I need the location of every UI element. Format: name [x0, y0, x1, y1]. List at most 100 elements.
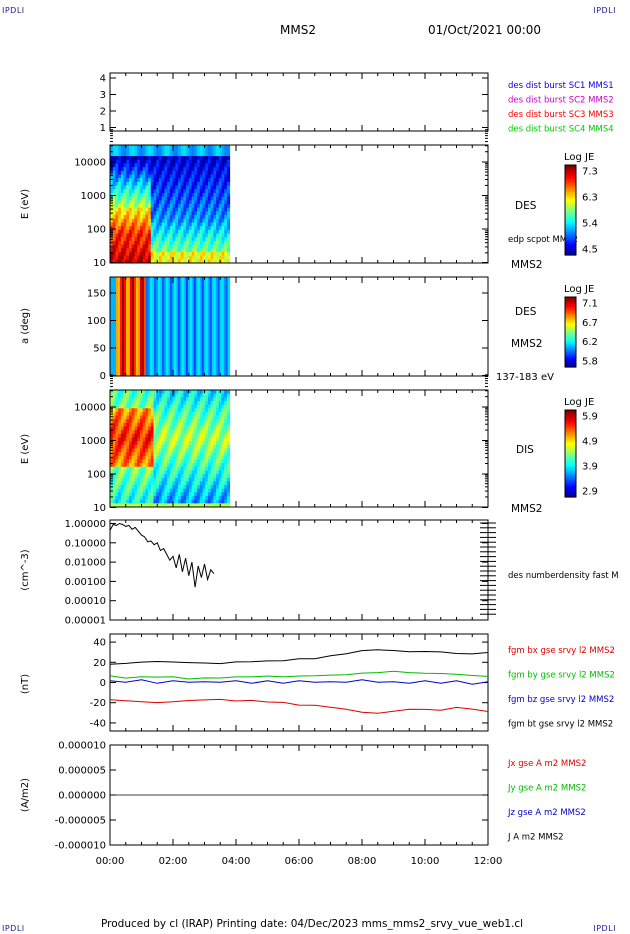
des-energy-pixel — [153, 185, 157, 190]
des-energy-pixel — [207, 240, 212, 245]
des-energy-pixel — [145, 185, 149, 190]
des-energy-pixel — [210, 229, 214, 234]
des-energy-pixel — [221, 215, 225, 220]
xaxis-tick-label: 02:00 — [159, 856, 188, 867]
dis-energy-pixel — [205, 441, 209, 446]
des-energy-pixel — [115, 167, 119, 172]
des-energy-pixel — [150, 248, 154, 253]
des-pitch-pixel — [195, 277, 199, 377]
dis-energy-pixel — [164, 496, 168, 501]
dis-energy-pixel — [164, 437, 168, 442]
des-energy-pixel — [112, 200, 116, 205]
dis-energy-pixel — [112, 400, 116, 406]
des-energy-pixel — [191, 192, 195, 198]
des-energy-pixel — [158, 192, 163, 198]
des-energy-colorbar-cell — [565, 214, 576, 218]
des-energy-pixel — [112, 178, 116, 183]
dis-energy-pixel — [183, 499, 187, 504]
des-energy-colorbar-cell — [565, 176, 576, 180]
des-energy-pixel — [194, 229, 198, 234]
des-energy-pixel — [137, 233, 141, 238]
dis-energy-pixel — [137, 455, 141, 460]
dis-energy-pixel — [164, 463, 168, 468]
des-energy-pixel — [110, 200, 114, 205]
des-energy-pixel — [194, 192, 198, 198]
des-energy-pixel — [167, 192, 171, 198]
dis-energy-pixel — [142, 437, 146, 442]
dis-energy-pixel — [169, 488, 173, 493]
dis-energy-pixel — [115, 459, 119, 464]
des-energy-pixel — [186, 159, 190, 164]
dis-energy-pixel — [158, 390, 163, 395]
des-energy-pixel — [183, 145, 187, 150]
dis-energy-pixel — [112, 419, 116, 424]
des-pitch-pixel — [153, 277, 157, 377]
des-energy-pixel — [207, 170, 212, 175]
dis-energy-pixel — [139, 430, 144, 435]
des-energy-pixel — [134, 218, 138, 223]
dis-energy-pixel — [205, 411, 209, 416]
des-energy-pixel — [186, 240, 190, 245]
dis-energy-colorbar-title: Log JE — [564, 397, 594, 408]
des-energy-pixel — [137, 251, 141, 257]
des-energy-pixel — [142, 215, 146, 220]
dis-energy-pixel — [218, 466, 222, 471]
dis-energy-pixel — [194, 433, 198, 438]
des-energy-pixel — [131, 145, 135, 150]
des-energy-pixel — [150, 211, 154, 216]
des-energy-pixel — [148, 159, 152, 164]
dis-energy-pixel — [191, 400, 195, 406]
des-energy-pixel — [161, 259, 165, 264]
dis-energy-pixel — [123, 481, 127, 486]
dis-energy-pixel — [226, 390, 231, 395]
des-energy-pixel — [161, 170, 165, 175]
des-energy-pixel — [194, 196, 198, 201]
dis-energy-pixel — [210, 496, 214, 501]
des-energy-pixel — [142, 152, 146, 157]
dis-energy-pixel — [199, 411, 203, 416]
des-energy-pixel — [153, 163, 157, 168]
density-ylabel: (cm^-3) — [20, 549, 31, 590]
dis-energy-pixel — [153, 503, 157, 508]
dis-energy-pixel — [120, 437, 125, 442]
dis-energy-pixel — [112, 437, 116, 442]
des-energy-pixel — [134, 148, 138, 153]
density-ytick-label: 1.00000 — [65, 519, 106, 530]
des-energy-pixel — [134, 251, 138, 257]
dis-energy-pixel — [218, 455, 222, 460]
dis-energy-pixel — [118, 474, 122, 479]
dis-energy-pixel — [202, 481, 206, 486]
dis-energy-pixel — [142, 466, 146, 471]
des-energy-pixel — [139, 170, 144, 175]
dis-energy-pixel — [224, 393, 228, 398]
des-energy-pixel — [224, 192, 228, 198]
dis-energy-pixel — [118, 408, 122, 413]
des-energy-pixel — [145, 204, 149, 209]
dis-energy-pixel — [120, 474, 125, 479]
des-energy-pixel — [169, 181, 173, 186]
dis-energy-pixel — [213, 415, 217, 420]
des-energy-pixel — [188, 255, 193, 260]
dis-energy-pixel — [183, 448, 187, 453]
des-energy-pixel — [188, 163, 193, 168]
des-energy-pixel — [221, 207, 225, 212]
des-energy-pixel — [216, 159, 220, 164]
des-energy-pixel — [164, 237, 168, 242]
des-energy-pixel — [199, 218, 203, 223]
des-energy-pixel — [134, 255, 138, 260]
des-energy-pixel — [197, 237, 201, 242]
des-energy-pixel — [134, 192, 138, 198]
dis-energy-pixel — [120, 496, 125, 501]
des-pitch-colorbar-cell — [565, 316, 576, 319]
des-pitch-pixel — [221, 277, 225, 377]
dis-energy-pixel — [126, 408, 130, 413]
des-energy-pixel — [156, 196, 160, 201]
dis-energy-pixel — [207, 452, 212, 457]
dis-energy-pixel — [134, 470, 138, 475]
des-energy-pixel — [221, 240, 225, 245]
des-energy-pixel — [197, 226, 201, 231]
des-energy-pixel — [210, 233, 214, 238]
des-energy-pixel — [153, 237, 157, 242]
dis-energy-pixel — [183, 481, 187, 486]
dis-energy-pixel — [131, 426, 135, 431]
